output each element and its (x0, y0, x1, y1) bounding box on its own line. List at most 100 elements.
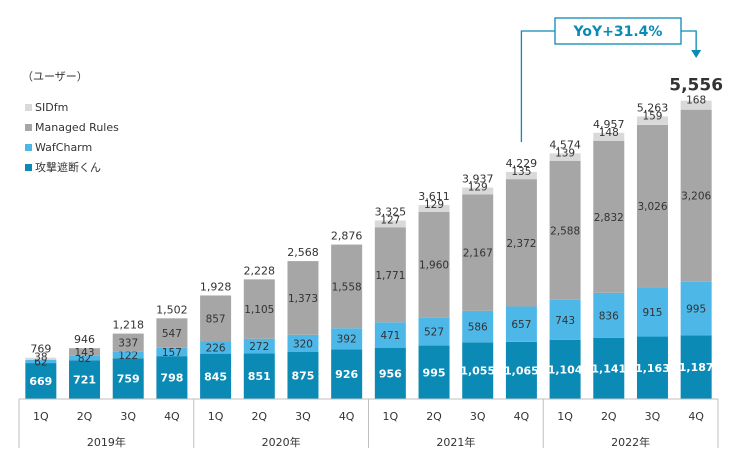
data-label: 845 (204, 370, 227, 383)
total-label: 1,928 (200, 280, 232, 293)
total-label: 2,228 (244, 264, 276, 277)
data-label: 1,104 (548, 363, 583, 376)
data-label: 1,960 (419, 260, 449, 272)
bar-stack: 798 157 547 1,502 (156, 303, 188, 399)
year-label: 2021年 (436, 435, 475, 449)
data-label: 657 (511, 319, 531, 331)
bar-stack: 875 320 1,373 2,568 (287, 246, 319, 399)
total-label: 4,229 (506, 157, 538, 170)
tick-label: 3Q (295, 410, 311, 423)
total-label: 3,325 (375, 205, 407, 218)
tick-label: 3Q (470, 410, 486, 423)
legend-item: Managed Rules (25, 121, 119, 134)
bar-segment (462, 194, 494, 311)
data-label: 2,372 (506, 238, 536, 250)
data-label: 836 (599, 310, 619, 322)
bar-segment (418, 317, 450, 346)
tick-label: 4Q (164, 410, 180, 423)
year-label: 2019年 (87, 435, 126, 449)
bar-segment (593, 292, 625, 338)
bar-segment (69, 348, 101, 356)
bar-segment (593, 337, 625, 399)
bar-segment (418, 345, 450, 399)
bar-segment (680, 281, 712, 336)
data-label: 129 (468, 182, 488, 194)
data-label: 669 (29, 375, 52, 388)
bar-segment (418, 205, 450, 213)
bar-segment (374, 347, 406, 399)
data-label: 1,141 (591, 362, 626, 375)
data-label: 586 (468, 322, 488, 334)
data-label: 38 (34, 352, 47, 364)
yoy-arrowhead (691, 50, 702, 58)
bar-segment (418, 212, 450, 318)
bar-segment (25, 357, 57, 360)
bar-segment (374, 322, 406, 348)
data-label: 547 (162, 328, 182, 340)
bar-segment (287, 334, 319, 353)
bar-segment (374, 227, 406, 323)
bar-segment (505, 341, 537, 399)
data-label: 995 (423, 366, 446, 379)
unit-label: （ユーザー） (22, 70, 88, 83)
yoy-annotation: YoY+31.4% (520, 17, 702, 142)
bar-stack: 926 392 1,558 2,876 (331, 230, 362, 399)
bar-segment (156, 356, 188, 399)
data-label: 926 (335, 368, 358, 381)
bar-segment (156, 347, 188, 357)
data-label: 1,105 (244, 304, 274, 316)
legend-item: 攻撃遮断くん (25, 160, 101, 174)
total-label: 4,574 (549, 138, 581, 151)
data-label: 168 (686, 95, 706, 107)
bar-segment (243, 338, 275, 354)
data-label: 122 (118, 350, 138, 362)
data-label: 159 (642, 110, 662, 122)
data-label: 759 (117, 373, 140, 386)
data-label: 915 (642, 307, 662, 319)
legend-swatch (25, 144, 32, 151)
bar-stack: 845 226 857 1,928 (200, 280, 232, 399)
yoy-text: YoY+31.4% (573, 24, 663, 40)
data-label: 2,832 (594, 212, 624, 224)
bar-segment (549, 160, 581, 300)
data-label: 798 (160, 372, 183, 385)
data-label: 851 (248, 370, 271, 383)
bar-segment (25, 363, 57, 399)
data-label: 3,026 (637, 201, 667, 213)
bar-segment (680, 109, 712, 282)
total-label: 3,611 (418, 190, 450, 203)
bar-stack: 851 272 1,105 2,228 (243, 264, 276, 399)
data-label: 82 (78, 353, 91, 365)
bar-segment (505, 179, 537, 307)
bar-segment (243, 353, 275, 399)
bar-segment (287, 352, 319, 399)
tick-label: 1Q (33, 410, 49, 423)
bar-segment (69, 360, 101, 399)
tick-label: 1Q (557, 410, 573, 423)
data-label: 721 (73, 374, 96, 387)
bar-segment (549, 299, 581, 340)
bar-segment (636, 124, 668, 288)
data-label: 1,065 (504, 364, 539, 377)
yoy-box (554, 17, 682, 45)
bar-segment (112, 351, 144, 359)
tick-label: 3Q (645, 410, 661, 423)
data-label: 143 (75, 347, 95, 359)
total-label: 1,502 (156, 303, 188, 316)
tick-label: 2Q (77, 410, 93, 423)
total-label: 3,937 (462, 173, 494, 186)
data-label: 129 (424, 199, 444, 211)
data-label: 2,167 (463, 248, 493, 260)
data-label: 1,771 (375, 270, 405, 282)
data-label: 3,206 (681, 191, 711, 203)
bar-segment (200, 353, 232, 399)
legend-item: WafCharm (25, 141, 92, 154)
bar-segment (593, 132, 625, 141)
tick-label: 2Q (251, 410, 267, 423)
